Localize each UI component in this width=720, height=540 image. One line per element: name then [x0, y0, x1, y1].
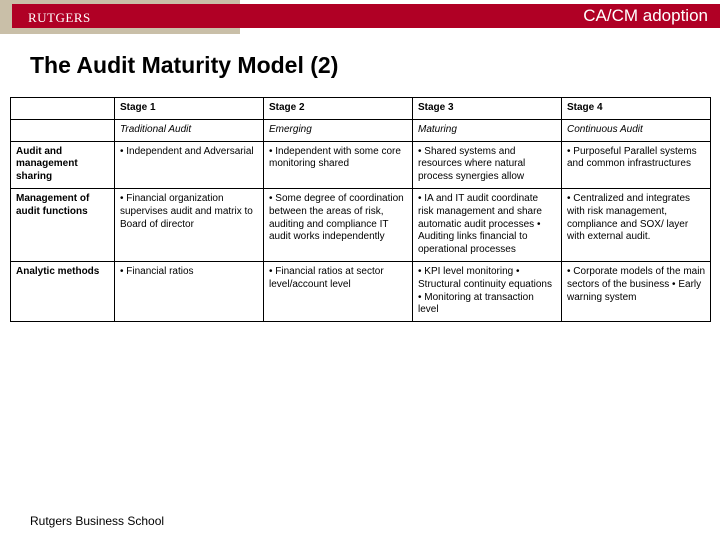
- logo: RUTGERS: [24, 10, 95, 26]
- table-subhead-row: Traditional Audit Emerging Maturing Cont…: [11, 119, 711, 141]
- header-badge: CA/CM adoption: [583, 6, 708, 26]
- slide: RUTGERS CA/CM adoption The Audit Maturit…: [0, 0, 720, 540]
- row-header: Management of audit functions: [11, 188, 115, 261]
- table-cell: • KPI level monitoring • Structural cont…: [413, 261, 562, 321]
- table-cell: • Centralized and integrates with risk m…: [562, 188, 711, 261]
- table-cell: • Independent with some core monitoring …: [264, 141, 413, 188]
- row-header: Analytic methods: [11, 261, 115, 321]
- table-cell: • Corporate models of the main sectors o…: [562, 261, 711, 321]
- table-cell: • Financial ratios: [115, 261, 264, 321]
- table-cell: • Purposeful Parallel systems and common…: [562, 141, 711, 188]
- table-cell: • Independent and Adversarial: [115, 141, 264, 188]
- table-head-row: Stage 1 Stage 2 Stage 3 Stage 4: [11, 98, 711, 120]
- table-subhead-cell: Emerging: [264, 119, 413, 141]
- table-cell: • Financial ratios at sector level/accou…: [264, 261, 413, 321]
- footer: Rutgers Business School: [30, 514, 164, 528]
- table-row: Management of audit functions • Financia…: [11, 188, 711, 261]
- table-subhead-cell: Continuous Audit: [562, 119, 711, 141]
- table-cell: • Financial organization supervises audi…: [115, 188, 264, 261]
- maturity-table: Stage 1 Stage 2 Stage 3 Stage 4 Traditio…: [10, 97, 711, 322]
- table-head-cell: Stage 2: [264, 98, 413, 120]
- table-subhead-cell: Maturing: [413, 119, 562, 141]
- table-row: Audit and management sharing • Independe…: [11, 141, 711, 188]
- table-cell: • IA and IT audit coordinate risk manage…: [413, 188, 562, 261]
- table-cell: • Shared systems and resources where nat…: [413, 141, 562, 188]
- row-header: Audit and management sharing: [11, 141, 115, 188]
- page-title: The Audit Maturity Model (2): [30, 52, 720, 79]
- table-head-cell: [11, 98, 115, 120]
- table-cell: • Some degree of coordination between th…: [264, 188, 413, 261]
- table-head-cell: Stage 4: [562, 98, 711, 120]
- table-row: Analytic methods • Financial ratios • Fi…: [11, 261, 711, 321]
- table-subhead-cell: Traditional Audit: [115, 119, 264, 141]
- header: RUTGERS CA/CM adoption: [0, 0, 720, 34]
- table-head-cell: Stage 3: [413, 98, 562, 120]
- table-subhead-cell: [11, 119, 115, 141]
- table-head-cell: Stage 1: [115, 98, 264, 120]
